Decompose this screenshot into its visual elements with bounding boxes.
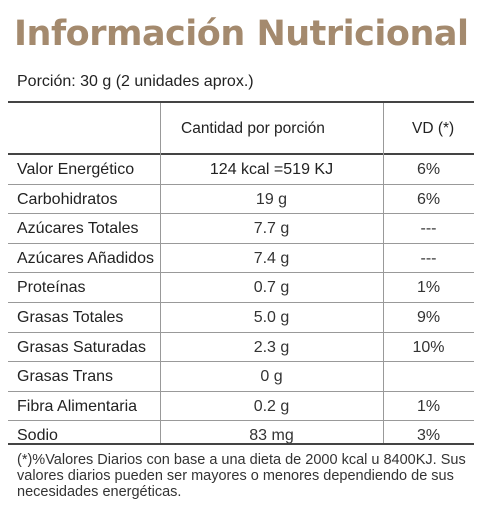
footnote: (*)%Valores Diarios con base a una dieta… [17, 452, 466, 500]
nutrient-vd: 1% [416, 397, 441, 415]
nutrient-vd: 10% [412, 338, 445, 356]
table-row: Carbohidratos 19 g 6% [8, 185, 474, 215]
bottom-divider [8, 443, 474, 445]
nutrient-quantity: 7.7 g [253, 220, 290, 238]
nutrient-name: Valor Energético [17, 161, 135, 178]
table-row: Sodio 83 mg 3% [8, 421, 474, 450]
page-title: Información Nutricional [14, 14, 469, 54]
nutrient-quantity: 0.2 g [253, 397, 290, 415]
header-divider [8, 153, 474, 155]
table-row: Proteínas 0.7 g 1% [8, 273, 474, 303]
nutrient-quantity: 124 kcal =519 KJ [209, 161, 334, 178]
nutrient-quantity: 0 g [260, 368, 283, 386]
nutrient-vd: 3% [416, 427, 441, 445]
nutrient-name: Fibra Alimentaria [17, 397, 138, 415]
nutrient-name: Grasas Saturadas [17, 338, 146, 356]
table-row: Fibra Alimentaria 0.2 g 1% [8, 392, 474, 422]
nutrient-name: Carbohidratos [17, 190, 118, 208]
table-row: Grasas Totales 5.0 g 9% [8, 303, 474, 333]
nutrient-quantity: 19 g [255, 190, 288, 208]
nutrient-name: Azúcares Totales [17, 220, 139, 238]
nutrient-vd: --- [420, 220, 437, 238]
nutrition-table: Valor Energético 124 kcal =519 KJ 6% Car… [8, 155, 474, 450]
table-row: Grasas Saturadas 2.3 g 10% [8, 333, 474, 363]
nutrient-vd: 6% [416, 190, 441, 208]
nutrient-name: Grasas Trans [17, 368, 114, 386]
nutrient-quantity: 2.3 g [253, 338, 290, 356]
nutrient-quantity: 0.7 g [253, 279, 290, 297]
top-divider [8, 101, 474, 103]
nutrient-quantity: 5.0 g [253, 308, 290, 326]
nutrient-quantity: 7.4 g [253, 249, 290, 267]
table-row: Grasas Trans 0 g [8, 362, 474, 392]
nutrient-vd: 1% [416, 279, 441, 297]
nutrient-name: Grasas Totales [17, 308, 124, 326]
nutrient-quantity: 83 mg [249, 427, 294, 445]
nutrient-vd: 6% [416, 161, 441, 178]
nutrient-name: Proteínas [17, 279, 86, 297]
portion-size: Porción: 30 g (2 unidades aprox.) [17, 73, 254, 90]
nutrient-vd: 9% [416, 308, 441, 326]
nutrient-name: Sodio [17, 427, 58, 445]
table-row: Valor Energético 124 kcal =519 KJ 6% [8, 155, 474, 185]
table-row: Azúcares Añadidos 7.4 g --- [8, 244, 474, 274]
vd-header: VD (*) [412, 120, 455, 137]
table-row: Azúcares Totales 7.7 g --- [8, 214, 474, 244]
nutrient-name: Azúcares Añadidos [17, 249, 154, 267]
quantity-header: Cantidad por porción [181, 120, 325, 137]
nutrient-vd: --- [420, 249, 437, 267]
